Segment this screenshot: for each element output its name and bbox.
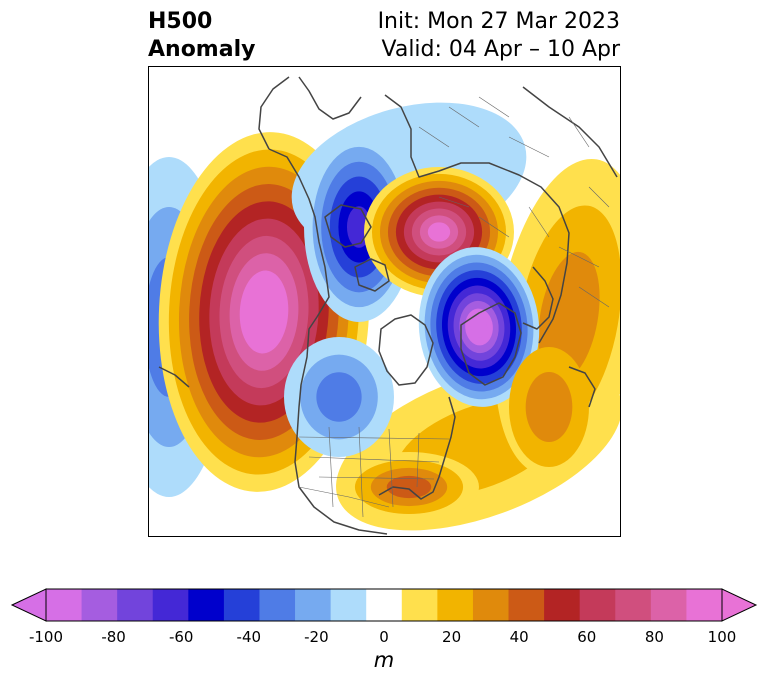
colorbar-tick-label: 20 <box>442 628 462 646</box>
ridge-west-america-level <box>249 287 279 337</box>
colorbar-swatch <box>46 589 83 621</box>
colorbar-swatch <box>437 589 474 621</box>
coastlines <box>158 76 618 535</box>
ridge-mid-atlantic-level <box>525 372 573 442</box>
colorbar-swatch <box>686 589 723 621</box>
colorbar-frame <box>45 588 723 622</box>
colorbar-tick-label: 0 <box>379 628 389 646</box>
colorbar-tick-label: -20 <box>304 628 329 646</box>
colorbar-tick-label: -40 <box>236 628 262 646</box>
ridge-south-us-level <box>386 475 432 499</box>
colorbar-tick-label: -100 <box>28 628 64 646</box>
init-date: Init: Mon 27 Mar 2023 <box>377 9 620 34</box>
colorbar-swatch <box>81 589 118 621</box>
colorbar-swatch <box>579 589 616 621</box>
colorbar-tick-label: -60 <box>168 628 194 646</box>
coastline-eurasia <box>384 94 570 344</box>
valid-range: Valid: 04 Apr – 10 Apr <box>381 37 621 62</box>
trough-central-us-level <box>316 372 362 422</box>
colorbar-over-arrow <box>721 588 758 622</box>
colorbar-swatch <box>472 589 510 621</box>
coastline-greenland <box>460 302 522 386</box>
anomaly-contours <box>149 102 620 531</box>
map-title: H500 Anomaly <box>148 8 255 64</box>
colorbar-swatch <box>330 589 367 621</box>
trough-central-us <box>284 337 394 457</box>
colorbar-unit-label: m <box>373 648 395 672</box>
colorbar-tick-label: 80 <box>644 628 664 646</box>
map-canvas <box>149 76 620 535</box>
coastline-hudson <box>378 314 434 386</box>
coastline-europe <box>522 266 554 330</box>
ridge-siberia-level <box>427 222 451 242</box>
borders <box>298 96 610 518</box>
trough-europe-level <box>470 316 488 338</box>
colorbar-swatch <box>544 589 581 621</box>
colorbar-swatch <box>152 589 189 621</box>
title-line-2: Anomaly <box>148 37 256 62</box>
colorbar <box>10 588 758 622</box>
ridge-mid-atlantic <box>509 347 589 467</box>
coastline-na-east <box>378 396 456 500</box>
anomaly-map <box>148 66 621 537</box>
date-info: Init: Mon 27 Mar 2023 Valid: 04 Apr – 10… <box>378 8 620 64</box>
colorbar-swatch <box>117 589 154 621</box>
colorbar-tick-label: -80 <box>101 628 126 646</box>
coastline-arctic <box>324 204 372 248</box>
colorbar-swatch <box>615 589 652 621</box>
colorbar-tick-label: 60 <box>577 628 597 646</box>
coastline-na-west <box>268 148 388 535</box>
colorbar-swatch <box>366 589 403 621</box>
colorbar-tick-label: 40 <box>509 628 529 646</box>
colorbar-tick-label: 100 <box>707 628 737 646</box>
coastline-asia-east <box>298 76 362 120</box>
colorbar-swatch <box>295 589 332 621</box>
colorbar-swatch <box>401 589 438 621</box>
colorbar-swatch <box>223 589 260 621</box>
colorbar-swatch <box>508 589 545 621</box>
title-line-1: H500 <box>148 9 213 34</box>
colorbar-swatch <box>650 589 687 621</box>
ridge-south-us <box>339 452 479 522</box>
colorbar-swatch <box>188 589 225 621</box>
colorbar-swatch <box>259 589 296 621</box>
colorbar-under-arrow <box>10 588 47 622</box>
